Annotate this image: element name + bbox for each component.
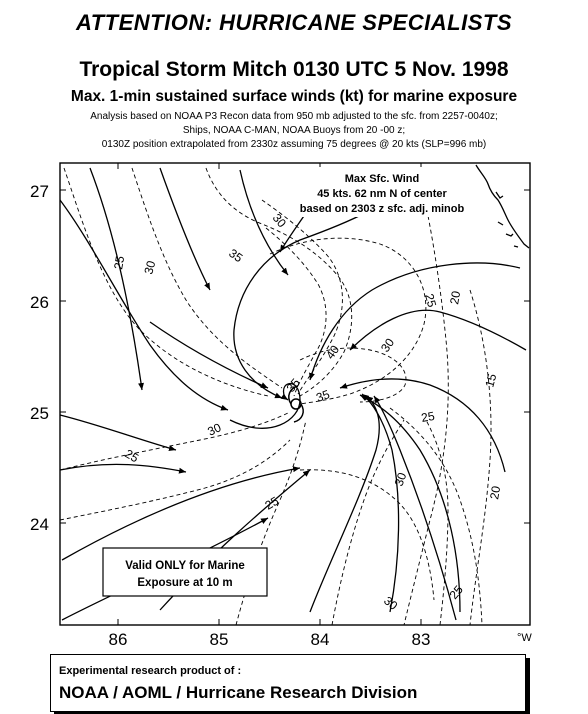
isotach-label: 25 <box>420 409 436 425</box>
max-wind-line-1: Max Sfc. Wind <box>345 173 419 185</box>
lat-label-24: 24 <box>30 515 49 534</box>
isotach-label: 30 <box>270 211 290 230</box>
analysis-note-1: Analysis based on NOAA P3 Recon data fro… <box>90 111 498 122</box>
footer-credit-box: Experimental research product of : NOAA … <box>50 654 526 712</box>
valid-box-line-2: Exposure at 10 m <box>137 577 232 589</box>
footer-line-2: NOAA / AOML / Hurricane Research Divisio… <box>59 683 418 702</box>
lon-label-83: 83 <box>412 630 431 649</box>
footer-line-1: Experimental research product of : <box>59 665 242 677</box>
isotach-label: 15 <box>482 372 499 389</box>
isotach-label: 30 <box>141 259 158 276</box>
isotach-label: 25 <box>447 582 467 601</box>
lat-label-25: 25 <box>30 404 49 423</box>
coastline <box>475 164 530 249</box>
isotach-label: 30 <box>381 594 400 614</box>
max-wind-line-3: based on 2303 z sfc. adj. minob <box>300 203 465 215</box>
isotach-label: 40 <box>323 342 342 361</box>
page-title: Tropical Storm Mitch 0130 UTC 5 Nov. 199… <box>79 58 509 81</box>
lon-label-86: 86 <box>109 630 128 649</box>
streamlines <box>59 167 527 621</box>
isotach-label: 35 <box>284 375 304 394</box>
lat-label-26: 26 <box>30 293 49 312</box>
attention-banner: ATTENTION: HURRICANE SPECIALISTS <box>75 10 513 35</box>
max-wind-box <box>300 167 464 217</box>
max-wind-line-2: 45 kts. 62 nm N of center <box>317 188 447 200</box>
analysis-note-2: Ships, NOAA C-MAN, NOAA Buoys from 20 -0… <box>182 125 406 136</box>
wind-analysis-map: 27 26 25 24 86 85 84 83 °W <box>30 162 532 649</box>
isotach-label: 25 <box>263 494 282 513</box>
lat-label-27: 27 <box>30 182 49 201</box>
isotach-label: 25 <box>123 446 142 465</box>
lon-label-84: 84 <box>311 630 330 649</box>
isotach-label: 25 <box>422 292 439 309</box>
isotach-label: 25 <box>111 255 127 271</box>
isotach-label: 30 <box>205 420 223 438</box>
analysis-note-3: 0130Z position extrapolated from 2330z a… <box>101 139 487 150</box>
isotach-label: 20 <box>487 485 503 501</box>
storm-center-symbol <box>288 385 304 423</box>
page-subtitle: Max. 1-min sustained surface winds (kt) … <box>70 88 518 105</box>
isotach-label: 35 <box>314 387 332 405</box>
valid-box-line-1: Valid ONLY for Marine <box>125 560 245 572</box>
lon-label-85: 85 <box>210 630 229 649</box>
lon-unit-label: °W <box>517 632 532 644</box>
map-frame <box>59 162 531 626</box>
valid-marine-box <box>102 547 268 597</box>
axis-ticks <box>60 163 530 625</box>
isotach-label: 30 <box>392 470 410 488</box>
isotach-lines <box>59 167 492 626</box>
isotach-label: 30 <box>378 335 397 354</box>
isotach-label: 20 <box>447 290 463 306</box>
isotach-label: 35 <box>226 246 245 265</box>
